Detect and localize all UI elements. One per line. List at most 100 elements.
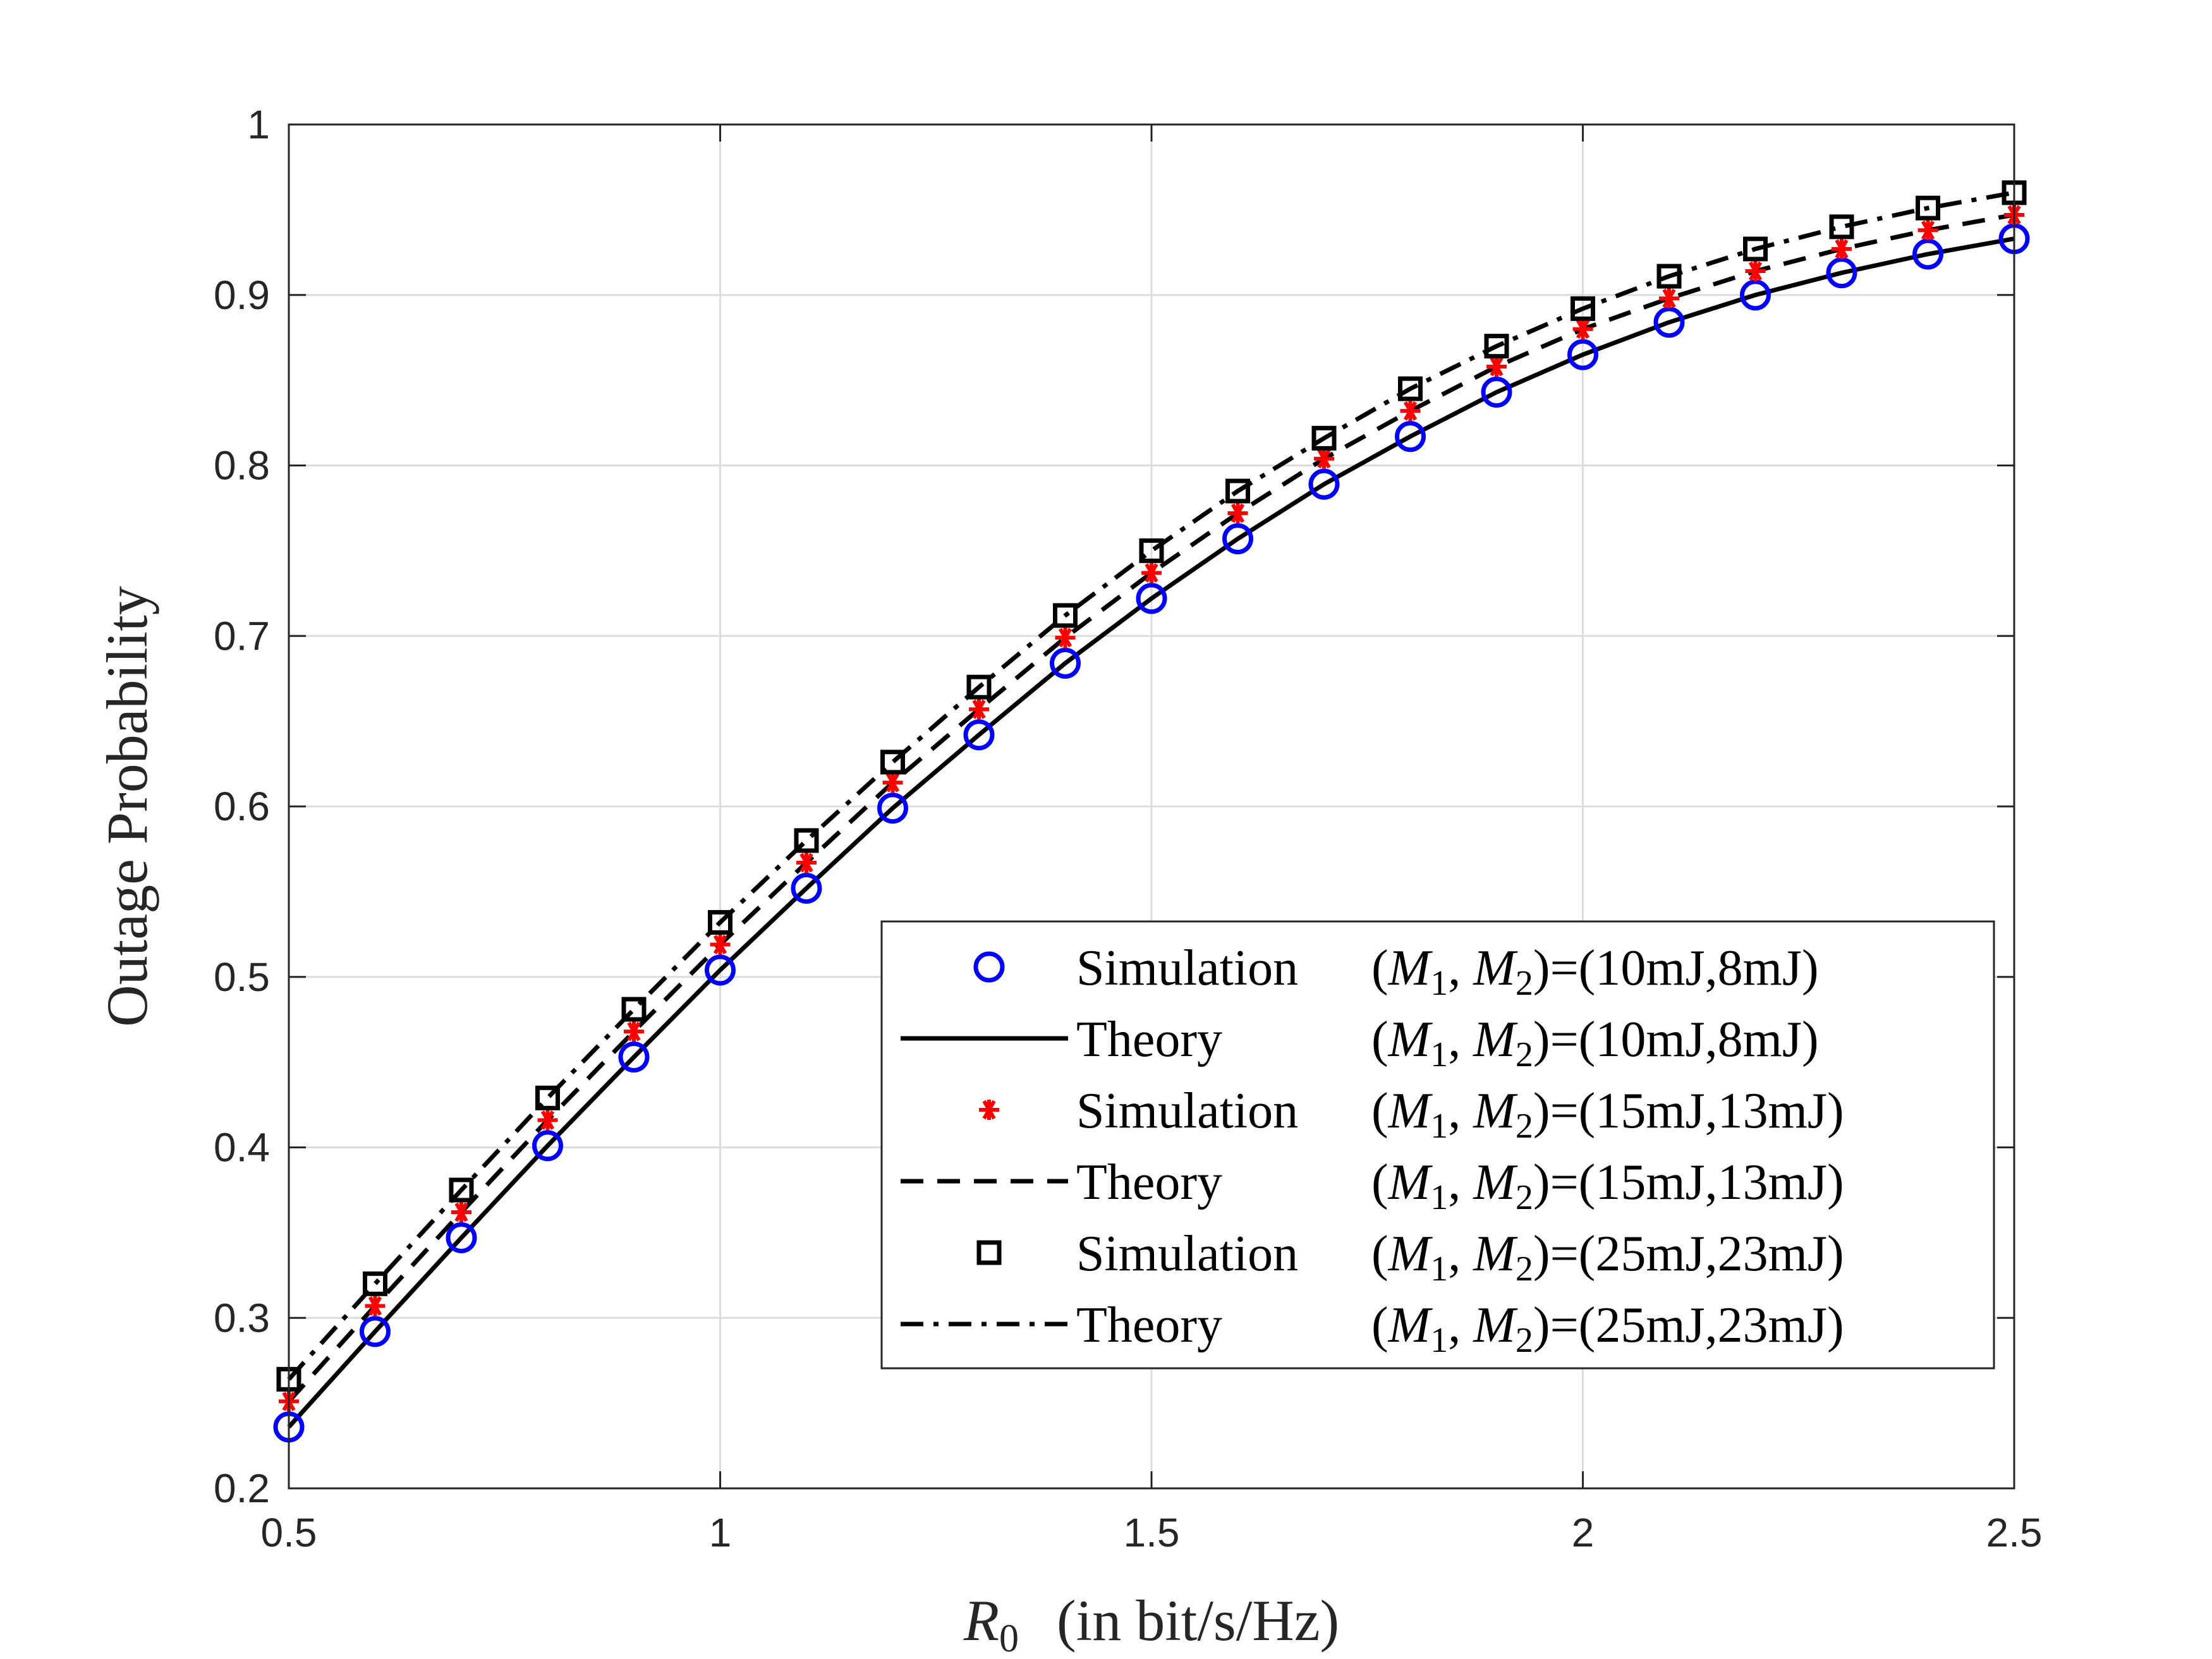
square-point [794, 828, 819, 853]
legend: Simulation (M1, M2)=(10mJ,8mJ) Theory (M1, … [880, 920, 1995, 1370]
circle-point [963, 719, 995, 751]
square-point [363, 1271, 387, 1296]
square-point [966, 674, 992, 700]
circle-point [877, 793, 908, 824]
legend-label: Theory [1076, 1012, 1222, 1067]
simulation-series-1 [279, 204, 2024, 1412]
asterisk-point [624, 1021, 644, 1042]
x-tick-label: 1.5 [1124, 1510, 1180, 1555]
circle-point [1308, 468, 1340, 500]
asterisk-point [365, 1296, 386, 1316]
square-point [535, 1085, 560, 1110]
asterisk-point [1745, 260, 1766, 281]
y-tick-label: 0.6 [214, 784, 270, 829]
theory-line-1 [287, 212, 2015, 1403]
x-axis-symbol: R [963, 1588, 999, 1653]
asterisk-point [796, 853, 817, 873]
legend-label: Theory [1076, 1155, 1222, 1210]
simulation-series-0 [273, 223, 2030, 1443]
legend-label: Theory [1076, 1297, 1222, 1353]
y-tick-label: 0.8 [214, 443, 270, 489]
y-tick-label: 0.9 [214, 272, 270, 318]
legend-value: (M1, M2)=(10mJ,8mJ) [1371, 1012, 1819, 1074]
circle-point [1050, 647, 1081, 679]
square-point [1656, 264, 1682, 289]
circle-point [1826, 257, 1857, 289]
circle-point [1567, 339, 1598, 370]
legend-value: (M1, M2)=(10mJ,8mJ) [1371, 940, 1819, 1003]
y-tick-label: 0.7 [214, 613, 270, 659]
circle-point [360, 1316, 391, 1347]
circle-point [1481, 377, 1512, 408]
y-tick-label: 0.4 [214, 1125, 270, 1170]
asterisk-point [1400, 401, 1421, 422]
theory-line-0 [287, 236, 2015, 1429]
x-tick-label: 2 [1572, 1510, 1595, 1555]
circle-point [1653, 307, 1685, 338]
asterisk-point [969, 699, 989, 720]
asterisk-point [1572, 319, 1593, 339]
square-point [708, 909, 732, 935]
circle-point [618, 1042, 650, 1073]
circle-point [1222, 523, 1253, 554]
asterisk-point [1832, 238, 1852, 259]
square-point [1484, 334, 1509, 359]
x-axis-title: R0 (in bit/s/Hz) [963, 1588, 1339, 1659]
square-point [1053, 603, 1078, 628]
square-point [1139, 538, 1164, 563]
asterisk-point [1659, 288, 1679, 309]
series-layer [273, 180, 2030, 1443]
legend-value: (M1, M2)=(15mJ,13mJ) [1371, 1083, 1844, 1146]
legend-circle-sample [973, 951, 1005, 983]
x-tick-label: 1 [709, 1510, 732, 1555]
asterisk-point [710, 934, 731, 955]
legend-label: Simulation [1076, 1226, 1298, 1282]
x-tick-label: 0.5 [261, 1510, 317, 1555]
y-tick-label: 0.3 [214, 1295, 270, 1340]
square-point [1311, 425, 1337, 451]
asterisk-point [882, 772, 903, 793]
square-point [1571, 296, 1595, 321]
y-axis-title: Outage Probability [95, 586, 159, 1027]
asterisk-point [1486, 356, 1507, 377]
circle-point [791, 872, 822, 904]
y-tick-label: 1 [247, 102, 270, 147]
y-tick-label: 0.2 [214, 1466, 270, 1511]
legend-value: (M1, M2)=(15mJ,13mJ) [1371, 1155, 1844, 1217]
asterisk-point [451, 1202, 471, 1223]
legend-value: (M1, M2)=(25mJ,23mJ) [1371, 1226, 1844, 1289]
theory-line-2 [287, 190, 2015, 1381]
axis-ticks: 0.5 1 1.5 2 2.5 0.2 0.3 0.4 0.5 0.6 0.7 0.8 0.9 1 [214, 102, 2042, 1555]
square-point [880, 750, 905, 775]
asterisk-point [1055, 627, 1076, 648]
asterisk-point [1141, 562, 1162, 583]
legend-rows: Simulation (M1, M2)=(10mJ,8mJ) Theory (M1, … [1076, 940, 1844, 1360]
square-point [621, 997, 647, 1022]
asterisk-point [537, 1110, 558, 1131]
asterisk-point [1227, 503, 1248, 524]
circle-point [532, 1130, 563, 1162]
circle-point [1136, 583, 1167, 614]
x-axis-symbol-subscript: 0 [999, 1617, 1019, 1659]
x-axis-unit: (in bit/s/Hz) [1057, 1588, 1339, 1653]
legend-square-sample [976, 1240, 1002, 1265]
circle-point [705, 954, 736, 986]
square-point [1743, 236, 1768, 262]
square-point [1225, 478, 1250, 504]
square-point [1916, 195, 1940, 221]
square-point [1398, 376, 1423, 401]
legend-label: Simulation [1076, 940, 1298, 996]
legend-asterisk-sample [979, 1100, 999, 1120]
legend-label: Simulation [1076, 1083, 1298, 1139]
circle-point [446, 1222, 477, 1253]
y-tick-label: 0.5 [214, 954, 270, 1000]
simulation-series-2 [276, 180, 2027, 1392]
circle-point [1740, 279, 1771, 311]
square-point [1829, 214, 1854, 240]
x-tick-label: 2.5 [1986, 1510, 2043, 1555]
circle-point [1395, 421, 1426, 453]
square-point [449, 1177, 474, 1203]
asterisk-point [1917, 220, 1938, 241]
legend-samples [901, 951, 1068, 1327]
